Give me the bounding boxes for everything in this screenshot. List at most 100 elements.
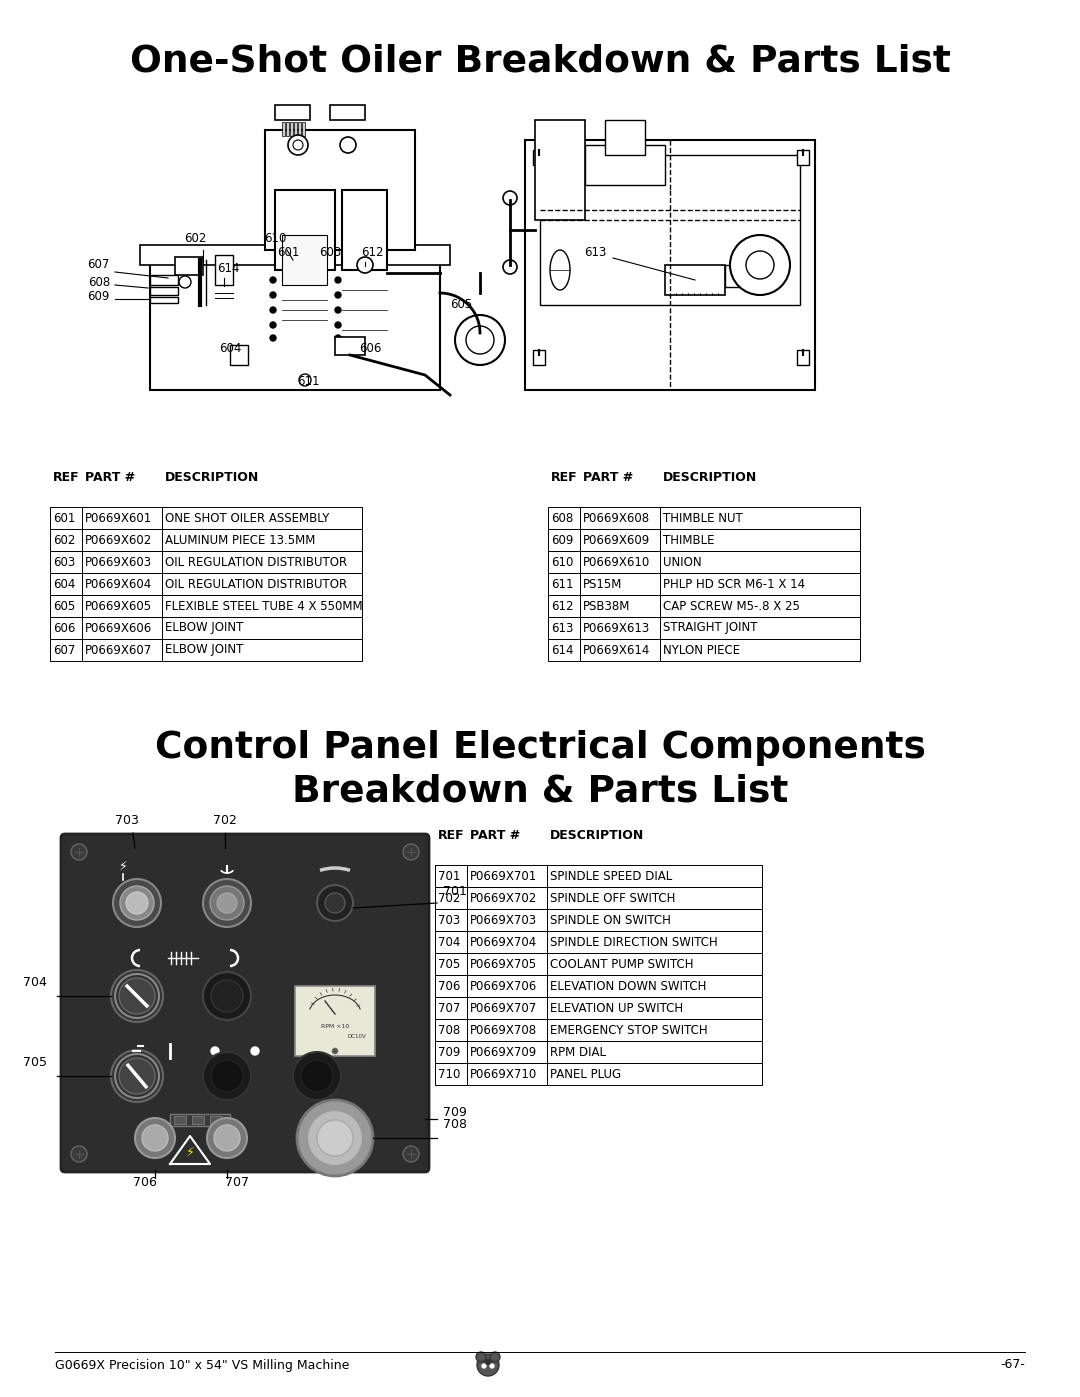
Text: PANEL PLUG: PANEL PLUG <box>550 1067 621 1080</box>
Circle shape <box>119 978 156 1014</box>
Text: P0669X601: P0669X601 <box>85 511 152 524</box>
Circle shape <box>332 1048 338 1053</box>
Text: 606: 606 <box>53 622 76 634</box>
Bar <box>302 122 305 136</box>
Text: 613: 613 <box>551 622 573 634</box>
Circle shape <box>214 1125 240 1151</box>
Text: 611: 611 <box>297 374 320 388</box>
Circle shape <box>120 886 154 921</box>
Circle shape <box>210 886 244 921</box>
Bar <box>50 595 362 617</box>
Text: 706: 706 <box>438 979 460 992</box>
Bar <box>525 140 815 390</box>
Circle shape <box>403 1146 419 1162</box>
Text: 609: 609 <box>87 289 110 303</box>
Bar <box>548 529 860 550</box>
Bar <box>192 1116 204 1125</box>
Circle shape <box>203 1052 251 1099</box>
Bar <box>750 265 768 284</box>
Circle shape <box>477 1354 499 1376</box>
Bar <box>534 351 545 365</box>
Bar <box>294 122 297 136</box>
Text: 708: 708 <box>443 1118 467 1132</box>
Text: THIMBLE NUT: THIMBLE NUT <box>663 511 743 524</box>
Circle shape <box>203 879 251 928</box>
Text: STRAIGHT JOINT: STRAIGHT JOINT <box>663 622 757 634</box>
Text: P0669X705: P0669X705 <box>470 957 537 971</box>
Bar <box>275 105 310 120</box>
Circle shape <box>71 1146 87 1162</box>
Bar <box>150 298 178 303</box>
Text: 603: 603 <box>319 246 341 260</box>
Text: P0669X701: P0669X701 <box>470 869 537 883</box>
Bar <box>150 260 440 390</box>
Text: 701: 701 <box>438 869 460 883</box>
Text: 601: 601 <box>53 511 76 524</box>
Bar <box>50 617 362 638</box>
Text: P0669X610: P0669X610 <box>583 556 650 569</box>
Text: PHLP HD SCR M6-1 X 14: PHLP HD SCR M6-1 X 14 <box>663 577 805 591</box>
Circle shape <box>207 1118 247 1158</box>
Text: OIL REGULATION DISTRIBUTOR: OIL REGULATION DISTRIBUTOR <box>165 556 347 569</box>
Text: DESCRIPTION: DESCRIPTION <box>165 471 259 483</box>
Text: 606: 606 <box>359 342 381 355</box>
Text: PART #: PART # <box>583 471 633 483</box>
Text: DESCRIPTION: DESCRIPTION <box>550 828 645 842</box>
Text: 707: 707 <box>438 1002 460 1014</box>
Bar <box>548 573 860 595</box>
Circle shape <box>270 307 276 313</box>
Circle shape <box>71 844 87 861</box>
Text: 604: 604 <box>219 342 241 355</box>
Text: ELBOW JOINT: ELBOW JOINT <box>165 644 243 657</box>
Circle shape <box>486 1359 490 1365</box>
Bar <box>534 149 545 165</box>
Bar <box>265 130 415 250</box>
Bar <box>150 275 178 285</box>
Bar <box>342 190 387 270</box>
Bar <box>435 975 762 997</box>
Text: 608: 608 <box>87 275 110 289</box>
Circle shape <box>730 235 789 295</box>
Text: 610: 610 <box>551 556 573 569</box>
Bar <box>725 265 750 286</box>
Bar <box>50 638 362 661</box>
Text: 709: 709 <box>438 1045 460 1059</box>
Text: ONE SHOT OILER ASSEMBLY: ONE SHOT OILER ASSEMBLY <box>165 511 329 524</box>
Text: 604: 604 <box>53 577 76 591</box>
Text: ELEVATION UP SWITCH: ELEVATION UP SWITCH <box>550 1002 684 1014</box>
Text: 702: 702 <box>213 814 237 827</box>
Text: ⚡: ⚡ <box>186 1146 194 1158</box>
Text: -67-: -67- <box>1000 1358 1025 1372</box>
Bar <box>548 617 860 638</box>
Bar <box>170 1113 230 1126</box>
Bar <box>330 105 365 120</box>
Circle shape <box>293 1052 341 1099</box>
Circle shape <box>335 277 341 284</box>
Text: Control Panel Electrical Components
Breakdown & Parts List: Control Panel Electrical Components Brea… <box>154 731 926 809</box>
Text: P0669X606: P0669X606 <box>85 622 152 634</box>
Circle shape <box>135 1118 175 1158</box>
Circle shape <box>301 1060 333 1092</box>
Bar <box>665 265 725 295</box>
Text: P0669X709: P0669X709 <box>470 1045 537 1059</box>
Text: 703: 703 <box>438 914 460 926</box>
Circle shape <box>318 886 353 921</box>
Bar <box>50 507 362 529</box>
Text: P0669X703: P0669X703 <box>470 914 537 926</box>
Circle shape <box>111 970 163 1023</box>
Bar <box>230 345 248 365</box>
Bar <box>50 573 362 595</box>
Bar <box>435 997 762 1018</box>
Text: 706: 706 <box>133 1176 157 1189</box>
Text: 607: 607 <box>53 644 76 657</box>
Text: RPM ×10: RPM ×10 <box>321 1024 349 1030</box>
Bar <box>548 638 860 661</box>
Circle shape <box>340 137 356 154</box>
Bar <box>210 1116 222 1125</box>
Text: P0669X604: P0669X604 <box>85 577 152 591</box>
Circle shape <box>217 893 237 914</box>
Text: SPINDLE OFF SWITCH: SPINDLE OFF SWITCH <box>550 891 675 904</box>
Circle shape <box>203 972 251 1020</box>
Ellipse shape <box>550 250 570 291</box>
Bar <box>797 351 809 365</box>
